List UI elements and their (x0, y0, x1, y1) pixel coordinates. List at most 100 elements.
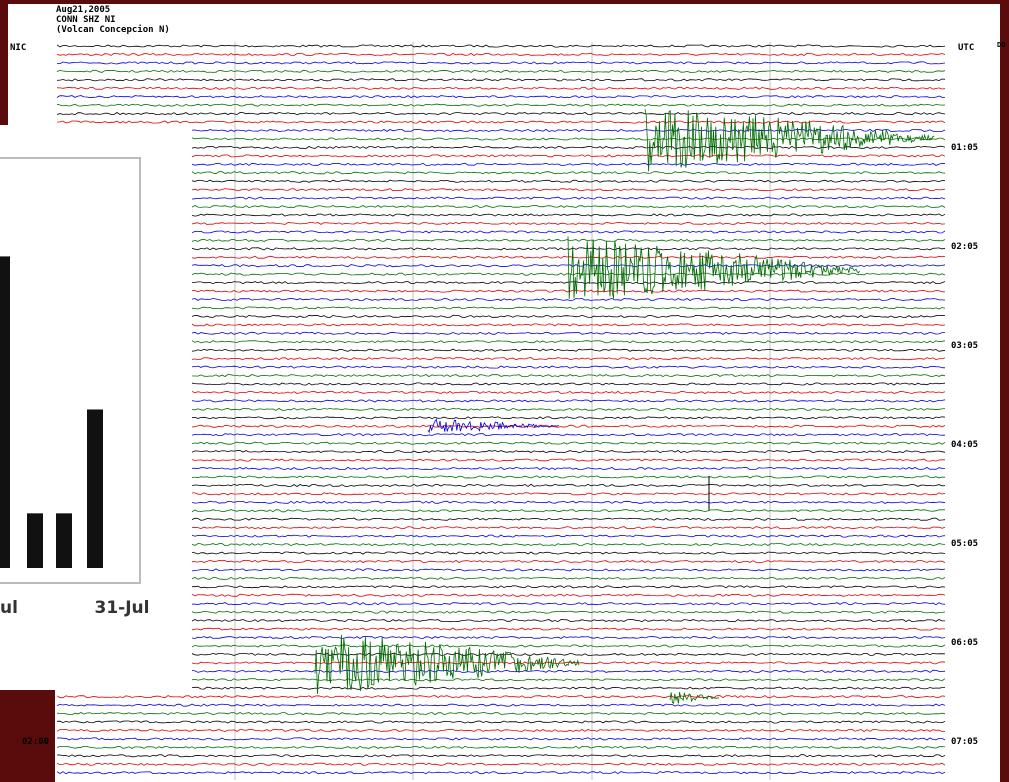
trace (56, 196, 946, 200)
event-trace (669, 692, 720, 705)
trace (56, 526, 946, 530)
trace (56, 602, 946, 606)
trace (56, 593, 946, 597)
bar (56, 513, 72, 568)
trace (56, 382, 946, 386)
trace (56, 213, 946, 217)
trace (56, 348, 946, 352)
trace (56, 154, 946, 158)
trace (56, 551, 946, 555)
trace (56, 466, 946, 471)
inset-chart: ul 31-Jul (0, 125, 192, 690)
trace (56, 661, 946, 665)
trace (57, 340, 946, 344)
trace (56, 492, 946, 496)
trace (56, 678, 946, 682)
trace (56, 44, 946, 48)
trace (56, 69, 946, 73)
trace (56, 323, 946, 327)
trace (56, 559, 946, 563)
time-label: 05:05 (951, 539, 978, 549)
time-label: 06:05 (951, 638, 978, 648)
trace (56, 576, 946, 580)
trace (56, 644, 946, 648)
trace (56, 636, 946, 640)
time-label: 04:05 (951, 440, 978, 450)
trace (56, 145, 946, 149)
trace (56, 230, 946, 234)
trace (56, 162, 946, 166)
trace (56, 95, 946, 99)
trace (56, 762, 946, 766)
backdrop (0, 686, 55, 782)
event-trace (644, 109, 935, 172)
trace (56, 86, 946, 90)
trace (56, 475, 946, 479)
trace (56, 534, 946, 538)
trace (56, 543, 946, 547)
trace (56, 407, 946, 411)
trace (56, 306, 946, 310)
trace (56, 627, 945, 631)
trace (56, 120, 946, 124)
trace (56, 171, 946, 175)
trace (56, 255, 946, 259)
trace (56, 703, 946, 707)
time-labels: 01:05 02:05 03:05 04:05 05:05 06:05 07:05 (951, 143, 978, 747)
trace (56, 281, 946, 285)
trace (56, 188, 946, 192)
event-trace (427, 418, 559, 434)
trace (56, 509, 945, 513)
trace (56, 365, 946, 369)
trace (56, 441, 946, 445)
trace (56, 610, 946, 614)
trace (56, 728, 946, 732)
trace (56, 399, 946, 403)
trace (56, 416, 946, 420)
edge-code: DO (997, 41, 1005, 49)
events (314, 109, 935, 705)
bar (27, 513, 43, 568)
trace (56, 754, 946, 758)
trace (56, 771, 946, 775)
trace (56, 695, 946, 699)
time-label: 01:05 (951, 143, 978, 153)
trace (56, 289, 946, 293)
date: Aug21,2005 (56, 5, 110, 15)
trace (56, 314, 946, 318)
right-code: UTC (958, 43, 974, 53)
trace (56, 517, 946, 521)
station: CONN SHZ NI (56, 15, 116, 25)
trace (56, 720, 946, 724)
trace (56, 374, 946, 378)
trace (56, 331, 945, 335)
trace (56, 458, 945, 462)
trace (56, 483, 946, 487)
bar (0, 256, 10, 568)
trace (56, 737, 946, 741)
bar (87, 409, 103, 568)
trace (56, 712, 946, 716)
trace (56, 78, 946, 82)
trace (56, 390, 946, 394)
x-tick-label: 31-Jul (95, 598, 150, 618)
trace (56, 745, 946, 749)
trace (56, 686, 945, 690)
trace (56, 205, 946, 209)
time-label: 02:05 (951, 242, 978, 252)
trace (56, 433, 945, 437)
trace (56, 619, 945, 623)
left-code: NIC (10, 43, 26, 53)
trace (56, 52, 946, 56)
trace (56, 297, 946, 302)
time-label: 07:05 (951, 737, 978, 747)
inset-frame (0, 157, 141, 584)
trace (56, 61, 946, 65)
trace (56, 272, 946, 276)
event-trace (567, 236, 860, 300)
x-tick-label: ul (0, 598, 18, 618)
trace (56, 247, 946, 251)
event-trace (314, 634, 580, 695)
